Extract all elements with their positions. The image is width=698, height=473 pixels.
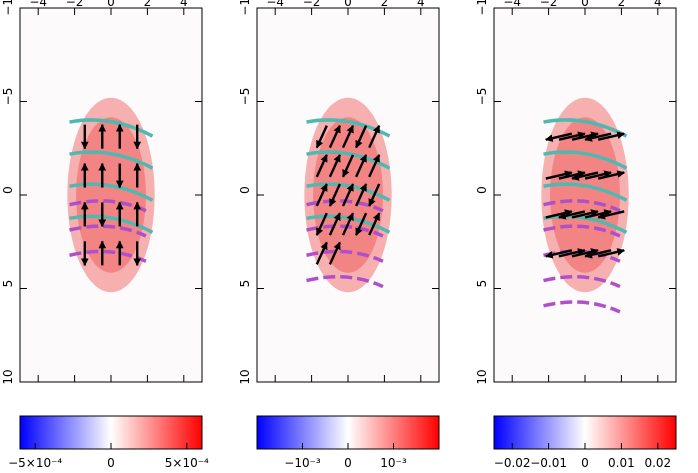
- positive-contour: [543, 182, 628, 202]
- colorbar-tick-label: 0.02: [644, 456, 671, 470]
- colorbar-tick-label: 0: [581, 456, 589, 470]
- colorbar-tick-label: 0: [107, 456, 115, 470]
- field-core: [76, 117, 146, 273]
- colorbar-tick-label: 5×10⁻⁴: [165, 456, 209, 470]
- positive-contour: [69, 150, 154, 170]
- negative-contour: [543, 300, 621, 314]
- x-tick-label: 4: [180, 0, 188, 9]
- x-tick-label: 2: [381, 0, 389, 9]
- negative-contour: [306, 275, 384, 289]
- x-tick-label: −4: [266, 0, 284, 9]
- y-tick-label: −10: [238, 0, 252, 16]
- vector-arrow: [341, 212, 355, 236]
- vector-arrow: [355, 183, 368, 207]
- vector-arrow: [315, 183, 328, 207]
- y-tick-label: −5: [238, 88, 252, 106]
- vector-arrow: [558, 210, 586, 220]
- negative-contour: [69, 224, 147, 238]
- colorbar-tick-label: 10⁻³: [380, 456, 407, 470]
- y-tick-label: −10: [475, 0, 489, 16]
- x-tick-label: 4: [654, 0, 662, 9]
- y-tick-label: −5: [475, 88, 489, 106]
- vector-arrow: [558, 131, 586, 141]
- y-tick-label: −10: [1, 0, 15, 16]
- colorbar-tick-label: −0.02: [494, 456, 531, 470]
- vector-arrow: [315, 212, 328, 236]
- vector-arrow: [545, 132, 573, 142]
- vector-arrow: [368, 154, 381, 178]
- x-tick-label: 0: [107, 0, 115, 9]
- colorbar-tick-label: 0.01: [608, 456, 635, 470]
- colorbar-tick-label: −5×10⁻⁴: [8, 456, 62, 470]
- vector-arrow: [315, 125, 328, 149]
- x-tick-label: 4: [417, 0, 425, 9]
- panel-1: −4 −2 0 2 4 −10 −5 0 5 10 −5×10⁻⁴ 0 5×10⁻⁴: [1, 0, 209, 470]
- vector-arrow: [355, 212, 368, 236]
- vector-arrow: [597, 131, 625, 141]
- negative-contour: [306, 249, 384, 263]
- vector-arrow: [328, 212, 341, 236]
- vector-arrow: [368, 212, 381, 236]
- y-tick-label: 0: [1, 186, 15, 194]
- vector-arrow: [341, 154, 355, 178]
- positive-contour: [69, 214, 154, 234]
- vector-arrow: [315, 154, 328, 178]
- positive-contour: [69, 182, 154, 202]
- y-tick-label: 0: [475, 186, 489, 194]
- colorbar-tick-label: 0: [344, 456, 352, 470]
- vector-arrow: [545, 249, 573, 259]
- vector-arrow: [584, 132, 612, 142]
- y-tick-label: 5: [475, 280, 489, 288]
- vector-arrow: [341, 183, 355, 207]
- x-tick-label: −2: [540, 0, 558, 9]
- vector-arrow: [341, 124, 355, 149]
- vector-arrow: [545, 170, 573, 180]
- vector-arrow: [571, 171, 599, 181]
- x-tick-label: −4: [503, 0, 521, 9]
- vector-arrow: [368, 124, 381, 149]
- x-tick-label: −2: [303, 0, 321, 9]
- x-tick-label: −2: [66, 0, 84, 9]
- positive-contour: [306, 118, 391, 138]
- panel-3: −4 −2 0 2 4 −10 −5 0 5 10 −0.02 −0.01 0 0.01 0.02: [475, 0, 677, 470]
- panel-2: −4 −2 0 2 4 −10 −5 0 5 10 −10⁻³ 0 10⁻³: [238, 0, 440, 470]
- vector-arrow: [584, 170, 612, 180]
- x-tick-label: 2: [144, 0, 152, 9]
- vector-arrow: [328, 154, 341, 178]
- y-tick-label: 10: [475, 369, 489, 384]
- vector-arrow: [328, 241, 341, 265]
- positive-contour: [306, 150, 391, 170]
- vector-arrow: [355, 154, 368, 178]
- positive-contour: [543, 150, 628, 170]
- field-core: [550, 117, 620, 273]
- x-tick-label: 2: [618, 0, 626, 9]
- vector-arrow: [328, 124, 341, 149]
- vector-arrow: [355, 125, 368, 149]
- y-tick-label: 5: [1, 280, 15, 288]
- vector-arrow: [584, 249, 612, 259]
- y-tick-label: 10: [1, 369, 15, 384]
- x-tick-label: −4: [29, 0, 47, 9]
- y-tick-label: 10: [238, 369, 252, 384]
- vector-arrow: [558, 248, 586, 258]
- negative-contour: [543, 199, 621, 213]
- y-tick-label: 5: [238, 280, 252, 288]
- vector-arrow: [328, 183, 341, 207]
- x-tick-label: 0: [581, 0, 589, 9]
- vector-arrow: [315, 241, 328, 265]
- y-tick-label: 0: [238, 186, 252, 194]
- negative-contour: [543, 275, 621, 289]
- positive-contour: [69, 118, 154, 138]
- vector-arrow: [597, 210, 625, 220]
- vector-arrow: [571, 209, 599, 219]
- x-tick-label: 0: [344, 0, 352, 9]
- vector-arrow: [597, 170, 625, 180]
- y-tick-label: −5: [1, 88, 15, 106]
- negative-contour: [543, 224, 621, 238]
- vector-arrow: [597, 248, 625, 258]
- colorbar-tick-label: −10⁻³: [284, 456, 321, 470]
- vector-arrow: [368, 183, 381, 207]
- colorbar-tick-label: −0.01: [530, 456, 567, 470]
